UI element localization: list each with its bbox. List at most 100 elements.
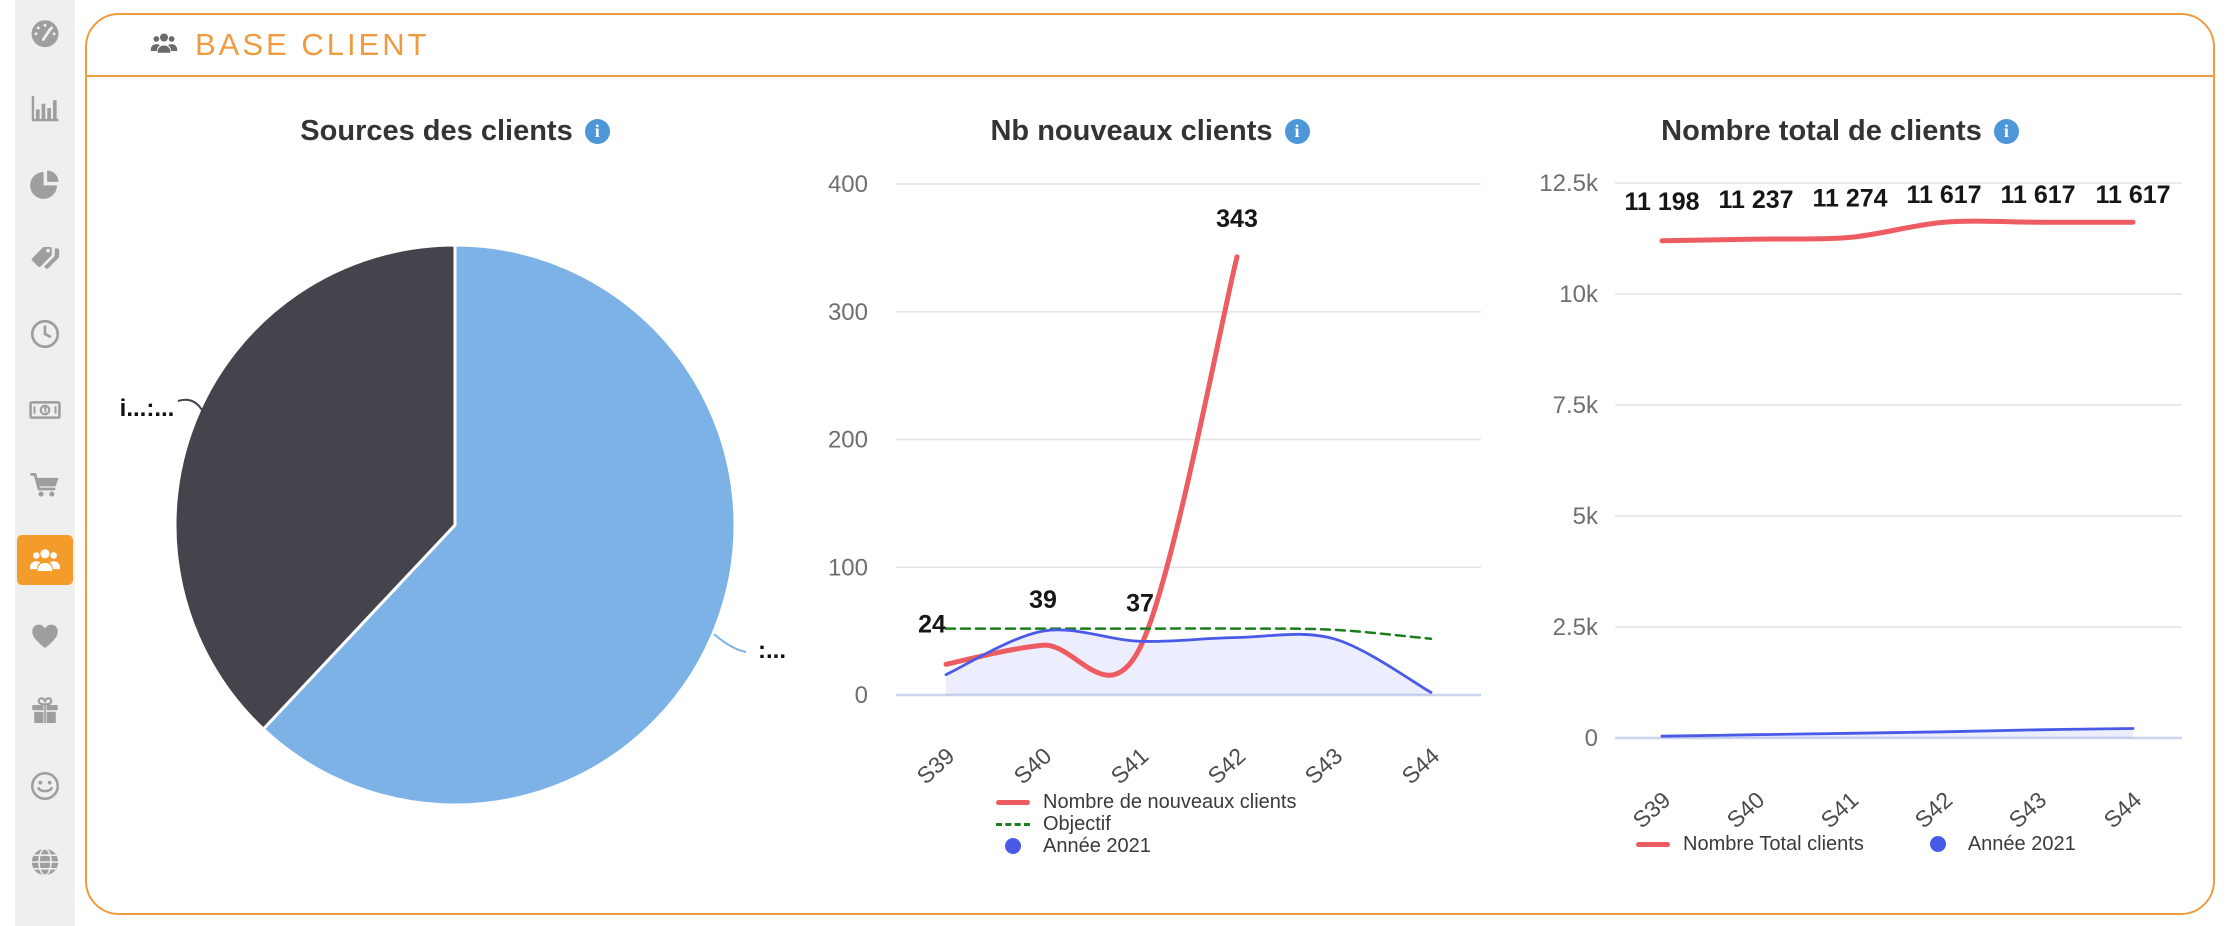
bar-chart-icon <box>28 91 62 125</box>
data-point-label: 343 <box>1216 205 1258 233</box>
data-point-label: 11 617 <box>1906 181 1981 209</box>
money-bill-icon <box>28 393 62 427</box>
y-axis-tick-label: 5k <box>1573 503 1599 530</box>
series-line-0 <box>943 254 1240 678</box>
series-line-1 <box>1660 727 2135 738</box>
shopping-cart-icon <box>28 468 62 502</box>
data-point-label: 24 <box>918 610 946 638</box>
legend-item: Année 2021 <box>995 835 1296 857</box>
data-point-label: 39 <box>1029 586 1057 614</box>
sidebar-item-satisfaction[interactable] <box>15 760 75 812</box>
data-point-label: 11 617 <box>2000 181 2075 209</box>
blue-dot-marker <box>1929 836 1946 852</box>
sidebar-item-web[interactable] <box>15 836 75 888</box>
legend-nouveaux-clients: Nombre de nouveaux clients Objectif Anné… <box>995 791 1296 857</box>
x-axis-tick-label: S44 <box>1397 742 1445 789</box>
legend-total-clients: Nombre Total clients Année 2021 <box>1635 833 2076 855</box>
tags-icon <box>28 242 62 276</box>
line-chart-nouveaux-clients: 400 300 200 100 0 S39 S40 S41 S42 S43 S44 24 39 37 343 <box>828 171 1481 789</box>
sidebar-item-bar-chart[interactable] <box>15 82 75 134</box>
data-point-label: 11 274 <box>1812 184 1887 212</box>
panel-title: BASE CLIENT <box>195 27 430 62</box>
sidebar-item-pie-chart[interactable] <box>15 158 75 210</box>
info-icon[interactable] <box>584 118 610 144</box>
legend-item: Nombre de nouveaux clients <box>995 791 1296 813</box>
panel-header: BASE CLIENT <box>87 15 2213 77</box>
sidebar-item-gifts[interactable] <box>15 685 75 737</box>
pie-slice[interactable] <box>261 243 737 807</box>
area-fill <box>946 629 1431 695</box>
gift-icon <box>28 694 62 728</box>
y-axis-tick-label: 100 <box>828 554 868 581</box>
sidebar-item-orders[interactable] <box>15 459 75 511</box>
red-line-marker <box>996 799 1030 805</box>
sidebar-item-dashboard[interactable] <box>15 7 75 59</box>
pie-slice[interactable] <box>173 243 457 731</box>
x-axis-tick-label: S40 <box>1722 786 1770 833</box>
clock-icon <box>28 317 62 351</box>
users-icon <box>28 543 62 577</box>
sidebar-item-revenue[interactable] <box>15 384 75 436</box>
sidebar-item-clients[interactable] <box>15 534 75 586</box>
base-client-panel: BASE CLIENT Sources des clients Nb nouve… <box>85 13 2215 915</box>
y-axis-tick-label: 300 <box>828 299 868 326</box>
chart-title-text: Sources des clients <box>300 114 573 147</box>
sidebar-item-loyalty[interactable] <box>15 610 75 662</box>
y-axis-tick-label: 7.5k <box>1553 392 1599 419</box>
series-line-2 <box>944 628 1433 694</box>
x-axis-tick-label: S39 <box>912 742 960 789</box>
y-axis-tick-label: 0 <box>1585 725 1598 752</box>
legend-label: Nombre Total clients <box>1683 832 1864 855</box>
green-dashed-marker <box>996 822 1030 826</box>
chart-title-text: Nb nouveaux clients <box>990 114 1273 147</box>
chart-title-total: Nombre total de clients <box>1500 112 2180 150</box>
legend-item: Objectif <box>995 813 1296 835</box>
line-chart-total-clients: 12.5k 10k 7.5k 5k 2.5k 0 S39 S40 S41 S42 S43 S44 11 … <box>1539 170 2182 833</box>
pie-chart-icon <box>28 167 62 201</box>
x-axis-tick-label: S40 <box>1009 742 1057 789</box>
legend-item: Année 2021 <box>1920 833 2076 855</box>
legend-label: Nombre de nouveaux clients <box>1043 790 1297 813</box>
x-axis-tick-label: S43 <box>1300 742 1348 789</box>
pie-slice-label: i...:... <box>120 395 175 422</box>
info-icon[interactable] <box>1993 118 2019 144</box>
pie-label-leader <box>713 633 747 653</box>
pie-chart-sources-clients: :... i...:... <box>120 243 786 807</box>
x-axis-tick-label: S42 <box>1203 742 1251 789</box>
legend-label: Année 2021 <box>1967 832 2076 855</box>
sidebar-item-tags[interactable] <box>15 233 75 285</box>
x-axis-tick-label: S44 <box>2099 786 2147 833</box>
y-axis-tick-label: 10k <box>1559 281 1599 308</box>
chart-title-text: Nombre total de clients <box>1661 114 1982 147</box>
series-line-1 <box>944 627 1433 641</box>
pie-slice-label: :... <box>758 637 786 664</box>
smiley-icon <box>28 769 62 803</box>
heart-icon <box>28 619 62 653</box>
x-axis-tick-label: S42 <box>1910 786 1958 833</box>
data-point-label: 11 237 <box>1718 186 1793 214</box>
x-axis-tick-label: S41 <box>1106 742 1154 789</box>
sidebar <box>15 0 75 926</box>
dashboard-gauge-icon <box>28 16 62 50</box>
red-line-marker <box>1636 841 1670 847</box>
info-icon[interactable] <box>1284 118 1310 144</box>
users-icon <box>149 28 179 63</box>
y-axis-tick-label: 0 <box>855 682 868 709</box>
legend-label: Année 2021 <box>1043 834 1151 857</box>
pie-label-leader <box>177 398 207 419</box>
x-axis-tick-label: S43 <box>2004 786 2052 833</box>
blue-dot-marker <box>1005 838 1021 854</box>
data-point-label: 37 <box>1126 590 1154 618</box>
x-axis-tick-label: S39 <box>1628 786 1676 833</box>
legend-item: Nombre Total clients <box>1635 833 1864 855</box>
data-point-label: 11 198 <box>1624 188 1699 216</box>
y-axis-tick-label: 12.5k <box>1539 170 1599 197</box>
globe-icon <box>28 845 62 879</box>
legend-label: Objectif <box>1043 812 1111 835</box>
sidebar-item-history[interactable] <box>15 308 75 360</box>
chart-title-nouveaux: Nb nouveaux clients <box>820 112 1480 150</box>
data-point-label: 11 617 <box>2095 181 2170 209</box>
y-axis-tick-label: 2.5k <box>1553 614 1599 641</box>
y-axis-tick-label: 200 <box>828 427 868 454</box>
